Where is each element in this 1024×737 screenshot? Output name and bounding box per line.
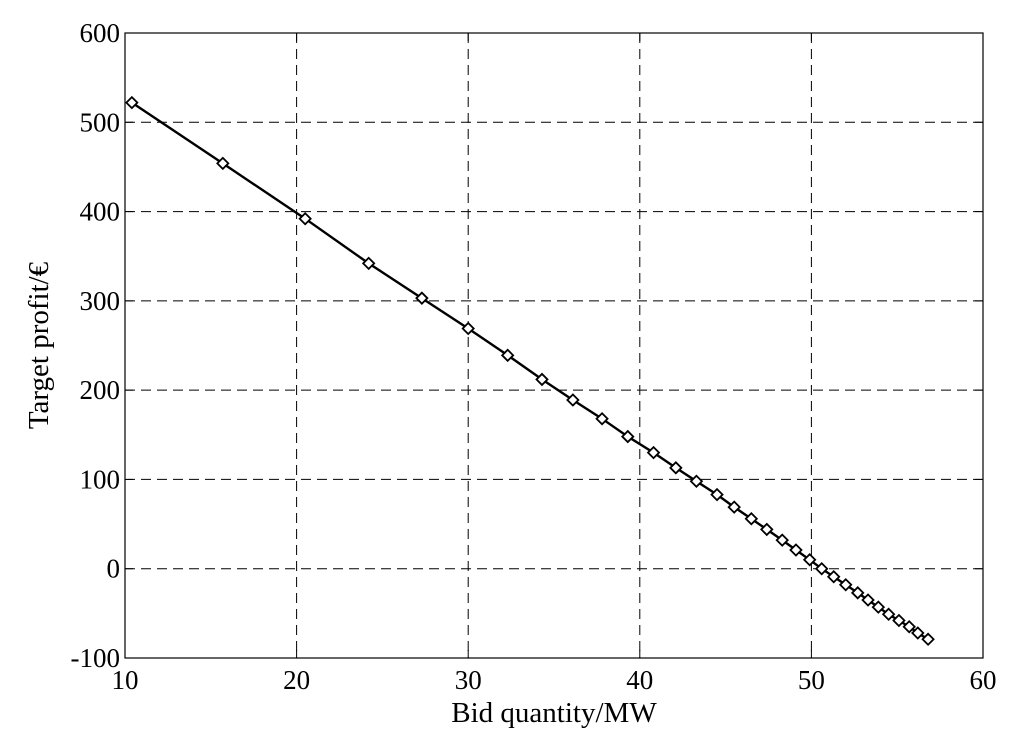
data-point-marker [621,429,635,444]
x-tick-label: 10 [112,665,139,695]
grid [125,33,983,658]
data-point-marker [902,619,916,634]
plot-frame [124,32,984,659]
x-tick-label: 50 [798,665,825,695]
data-point-marker [871,600,886,614]
data-point-marker [826,569,841,584]
y-tick-label: 500 [80,107,121,137]
x-tick-label: 20 [283,665,310,695]
data-point-marker [892,613,906,628]
data-point-marker [727,500,741,514]
series [125,95,935,647]
x-tick-label: 60 [970,665,997,695]
data-point-marker [861,593,875,607]
data-point-marker [535,372,549,387]
data-point-marker [921,632,935,647]
data-point-marker [881,607,896,622]
data-point-marker [850,586,865,600]
data-point-marker [461,321,475,336]
data-point-marker [744,511,759,526]
data-point-marker [415,291,429,305]
x-axis-label: Bid quantity/MW [451,697,657,729]
y-tick-label: 400 [80,197,121,227]
data-point-marker [710,487,724,502]
data-point-marker [298,211,312,226]
data-point-marker [566,393,580,407]
data-point-marker [646,445,661,460]
data-point-marker [216,156,230,171]
data-point-marker [595,411,609,426]
data-point-marker [802,553,817,567]
y-tick-label: 300 [80,286,121,316]
y-tick-label: -100 [71,643,121,673]
data-point-marker [361,256,376,271]
data-point-marker [760,522,774,537]
data-point-marker [689,474,704,488]
data-point-marker [125,95,139,110]
y-tick-label: 600 [80,18,121,48]
data-point-marker [838,578,853,592]
y-axis-label: Target profit/€ [23,261,55,429]
x-tick-label: 30 [455,665,482,695]
y-tick-label: 100 [80,464,121,494]
y-tick-label: 0 [107,554,121,584]
data-point-marker [500,348,515,363]
data-point-marker [814,561,829,576]
ticks: 10 20 30 40 50 60 -100 0 100 200 300 400 500 600 [71,18,997,695]
data-point-marker [775,533,790,547]
data-point-marker [789,543,803,557]
y-tick-label: 200 [80,375,121,405]
data-point-marker [669,461,683,475]
x-tick-label: 40 [626,665,653,695]
data-point-marker [911,626,925,640]
